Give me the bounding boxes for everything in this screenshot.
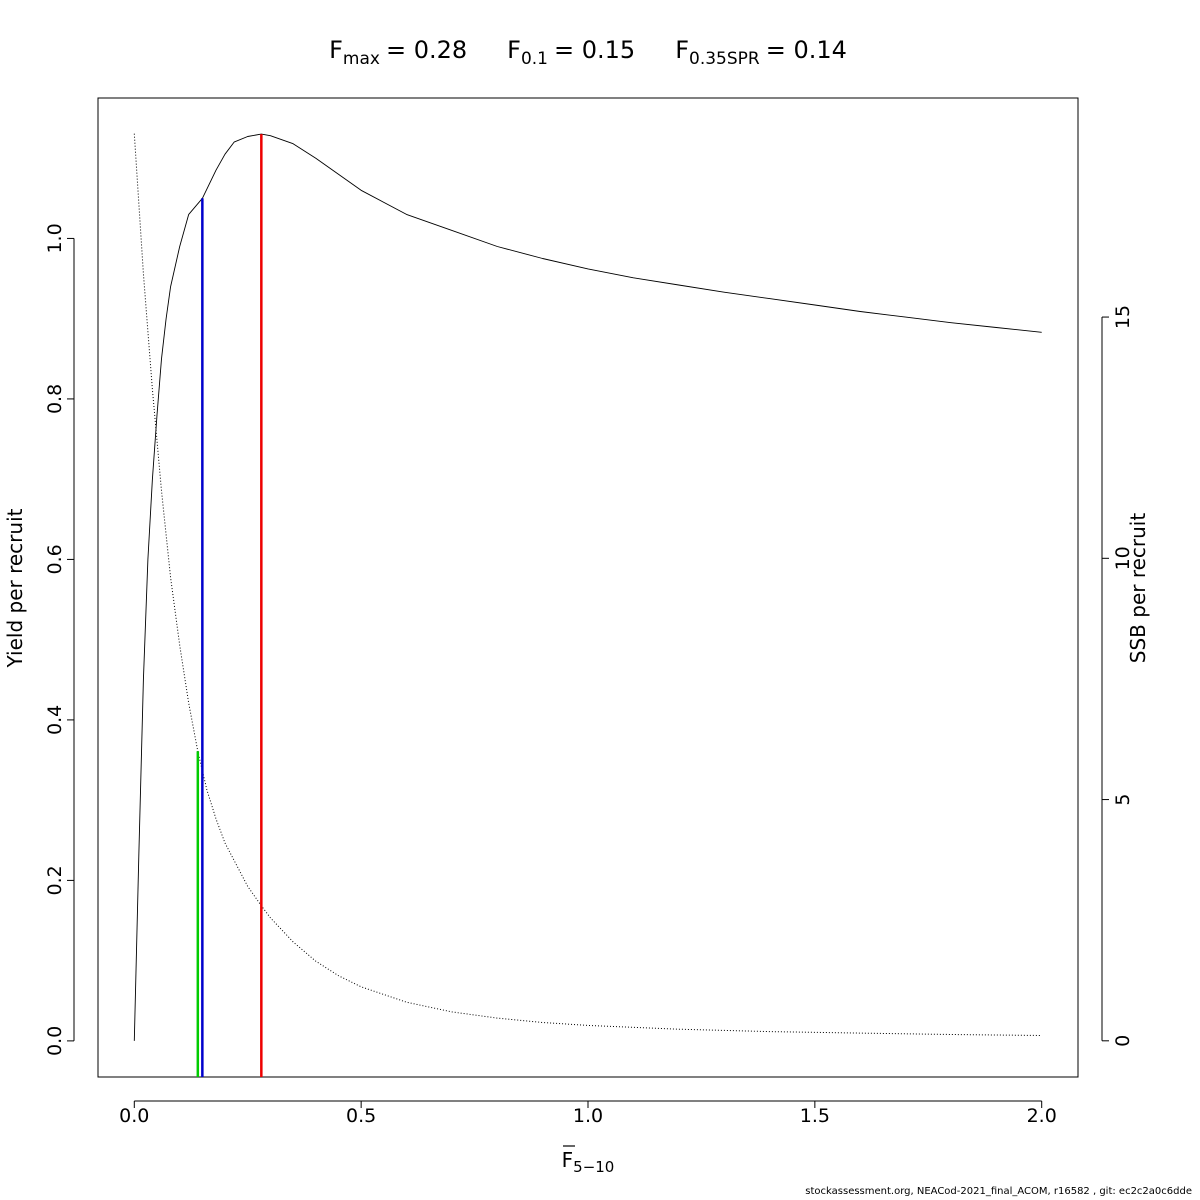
y-tick-label: 0.6 (44, 544, 66, 574)
y-tick-label: 1.0 (44, 223, 66, 253)
title-f01-label: F (507, 36, 521, 64)
x-tick-label: 0.0 (119, 1105, 149, 1127)
y-axis-title: Yield per recruit (3, 508, 27, 668)
title-f01-sub: 0.1 (521, 49, 548, 69)
x-axis: 0.0 0.5 1.0 1.5 2.0 (119, 1100, 1057, 1127)
x-tick-label: 1.0 (573, 1105, 603, 1127)
reference-lines (196, 134, 263, 1077)
title-fspr-value: = 0.14 (766, 36, 847, 64)
x-axis-title: F5−10 (562, 1148, 615, 1176)
yield-per-recruit-line (133, 133, 1042, 1041)
chart-title: Fmax = 0.28 F0.1 = 0.15 F0.35SPR = 0.14 (329, 36, 847, 69)
y2-tick-label: 5 (1112, 794, 1134, 806)
title-fspr-label: F (675, 36, 689, 64)
y2-tick-label: 0 (1112, 1035, 1134, 1047)
y-axis-right: 0 5 10 15 (1101, 305, 1134, 1047)
title-fmax-value: = 0.28 (386, 36, 467, 64)
plot-frame (97, 97, 1079, 1078)
series-layer (133, 133, 1042, 1041)
y-tick-label: 0.8 (44, 384, 66, 414)
footer-source: stockassessment.org, NEACod-2021_final_A… (805, 1186, 1192, 1197)
title-fmax-sub: max (343, 49, 380, 69)
y-axis-left: 0.0 0.2 0.4 0.6 0.8 1.0 (44, 223, 75, 1056)
x-tick-label: 0.5 (346, 1105, 376, 1127)
y-tick-label: 0.4 (44, 705, 66, 735)
y2-tick-label: 10 (1112, 546, 1134, 570)
x-tick-label: 2.0 (1027, 1105, 1057, 1127)
title-fspr-sub: 0.35SPR (689, 49, 760, 69)
y2-axis-title: SSB per recruit (1126, 513, 1150, 664)
y-tick-label: 0.0 (44, 1026, 66, 1056)
title-f01-value: = 0.15 (554, 36, 635, 64)
x-axis-title-main: F (562, 1148, 574, 1172)
y-tick-label: 0.2 (44, 865, 66, 895)
y2-tick-label: 15 (1112, 305, 1134, 329)
x-tick-label: 1.5 (800, 1105, 830, 1127)
title-fmax-label: F (329, 36, 343, 64)
x-axis-title-sub: 5−10 (573, 1158, 614, 1176)
